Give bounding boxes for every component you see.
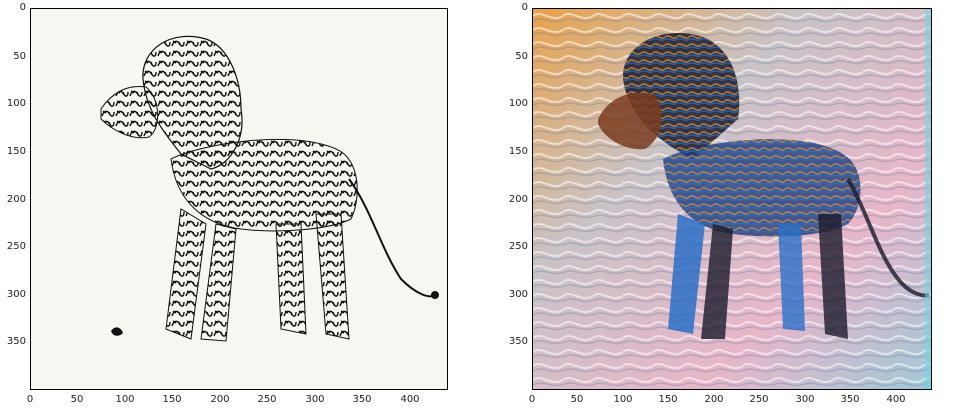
left-y-tick: 350 (6, 336, 26, 347)
right-panel: 0 50 100 150 200 250 300 350 0 50 100 15… (480, 0, 960, 410)
left-y-tick: 50 (13, 51, 26, 62)
right-x-tick: 150 (658, 394, 678, 405)
right-y-tick: 50 (515, 51, 528, 62)
left-y-tick: 150 (6, 146, 26, 157)
lion-calligraphy-image (100, 35, 439, 342)
left-x-tick: 150 (162, 394, 182, 405)
right-y-tick: 300 (508, 289, 528, 300)
left-image-frame (30, 8, 448, 390)
left-x-tick: 0 (26, 394, 34, 405)
left-x-tick: 250 (257, 394, 277, 405)
left-x-tick: 350 (352, 394, 372, 405)
right-y-tick: 150 (508, 146, 528, 157)
right-x-tick: 400 (886, 394, 906, 405)
right-image-frame (532, 8, 932, 390)
right-x-tick: 250 (749, 394, 769, 405)
right-x-tick: 100 (613, 394, 633, 405)
lion-stylized-image (533, 9, 931, 389)
left-y-tick: 200 (6, 194, 26, 205)
right-x-tick: 200 (704, 394, 724, 405)
left-y-tick: 250 (6, 241, 26, 252)
left-x-tick: 50 (70, 394, 84, 405)
right-y-tick: 350 (508, 336, 528, 347)
right-x-tick: 350 (840, 394, 860, 405)
right-y-tick: 0 (521, 2, 528, 13)
left-y-tick: 300 (6, 289, 26, 300)
right-x-tick: 0 (528, 394, 536, 405)
left-x-tick: 200 (210, 394, 230, 405)
left-x-tick: 400 (400, 394, 420, 405)
right-y-tick: 250 (508, 241, 528, 252)
left-x-tick: 300 (305, 394, 325, 405)
left-x-tick: 100 (115, 394, 135, 405)
left-y-tick: 100 (6, 98, 26, 109)
right-x-tick: 300 (795, 394, 815, 405)
right-x-tick: 50 (570, 394, 584, 405)
right-y-tick: 100 (508, 98, 528, 109)
right-y-tick: 200 (508, 194, 528, 205)
left-panel: 0 50 100 150 200 250 300 350 0 50 100 15… (6, 2, 448, 405)
left-y-tick: 0 (19, 2, 26, 13)
